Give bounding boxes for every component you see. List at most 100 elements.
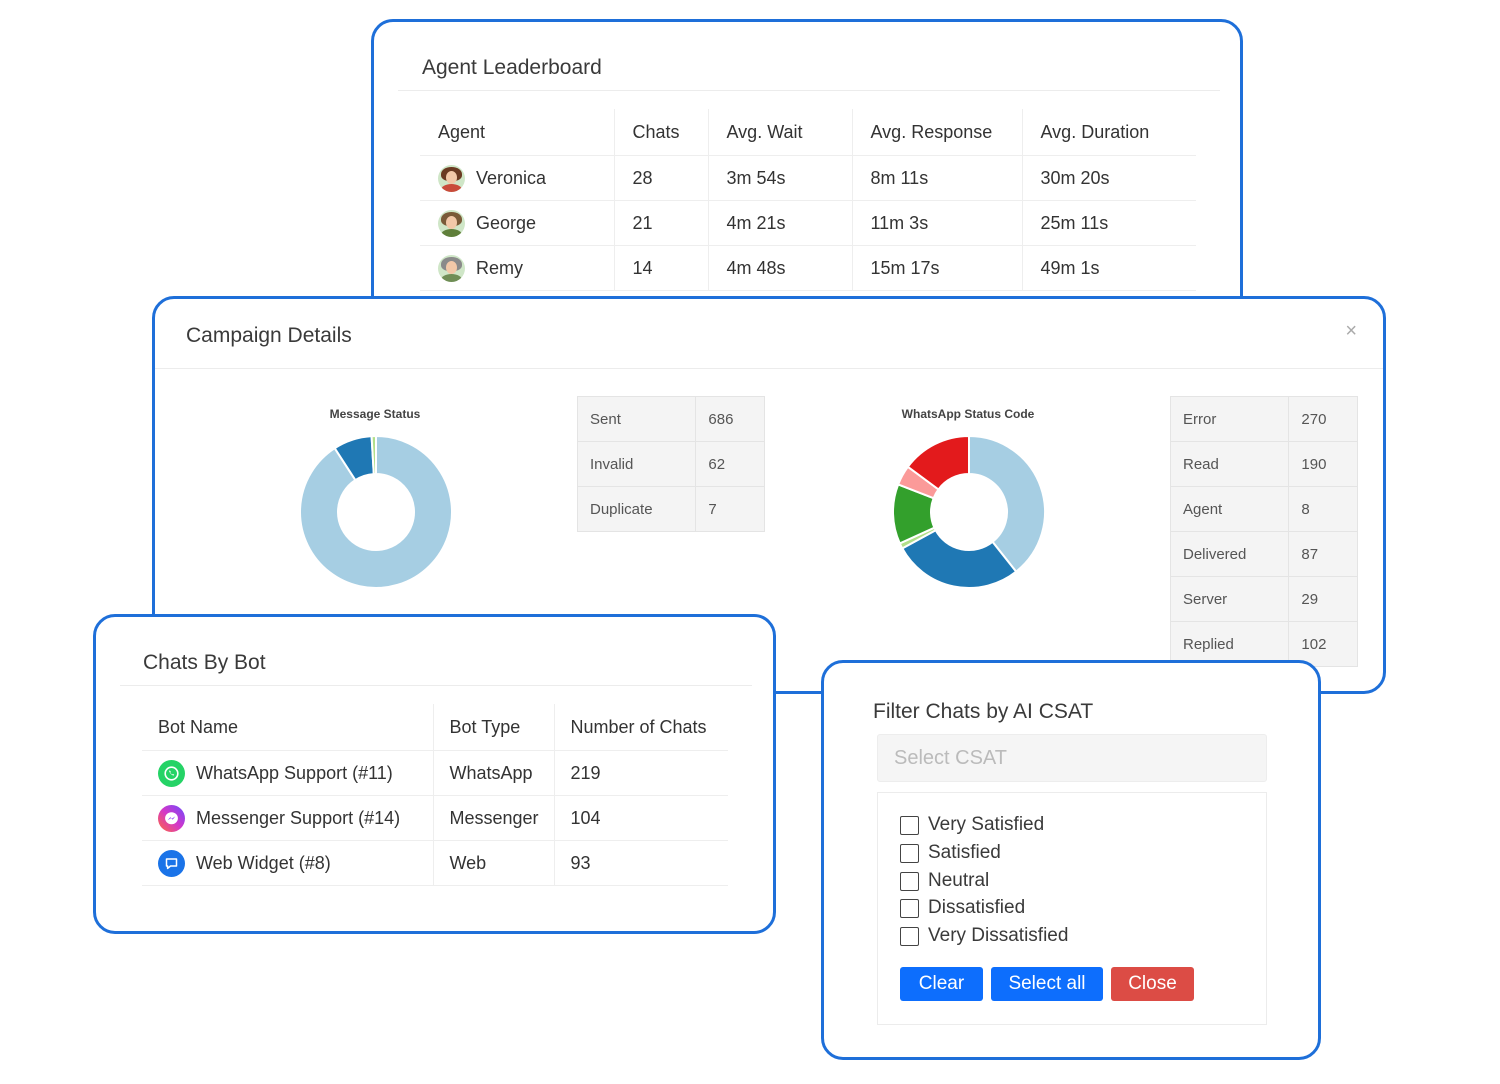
stat-value: 190 — [1288, 441, 1358, 487]
avg-duration-cell: 30m 20s — [1022, 155, 1196, 201]
slice-sent[interactable] — [299, 434, 453, 589]
column-header-avg-response[interactable]: Avg. Response — [852, 109, 1023, 156]
avg-response-cell: 15m 17s — [852, 245, 1023, 291]
slice-duplicate[interactable] — [370, 434, 377, 476]
stat-label: Sent — [576, 396, 697, 442]
bot-name-cell: Messenger Support (#14) — [142, 795, 434, 841]
avg-response-cell: 11m 3s — [852, 200, 1023, 246]
column-header-avg-duration[interactable]: Avg. Duration — [1022, 109, 1196, 156]
option-neutral[interactable]: Neutral — [900, 870, 989, 892]
avatar — [438, 164, 465, 192]
csat-options-panel: Very Satisfied Satisfied Neutral Dissati… — [877, 792, 1267, 1025]
table-row: Veronica 28 3m 54s 8m 11s 30m 20s — [420, 155, 1196, 201]
avg-response-cell: 8m 11s — [852, 155, 1023, 201]
option-label: Dissatisfied — [928, 897, 1026, 918]
table-row: Duplicate 7 — [576, 486, 765, 532]
leaderboard-table: Agent Chats Avg. Wait Avg. Response Avg.… — [420, 109, 1196, 291]
chats-cell: 28 — [614, 155, 709, 201]
avg-duration-cell: 49m 1s — [1022, 245, 1196, 291]
chats-by-bot-title: Chats By Bot — [143, 651, 266, 674]
checkbox[interactable] — [900, 815, 919, 835]
option-label: Very Dissatisfied — [928, 925, 1069, 946]
column-header-chats[interactable]: Chats — [614, 109, 709, 156]
stat-label: Agent — [1169, 486, 1290, 532]
option-satisfied[interactable]: Satisfied — [900, 842, 1001, 864]
chats-cell: 21 — [614, 200, 709, 246]
avg-wait-cell: 4m 48s — [708, 245, 853, 291]
stat-value: 7 — [695, 486, 765, 532]
bot-name: WhatsApp Support (#11) — [196, 762, 393, 783]
select-all-button[interactable]: Select all — [991, 967, 1103, 1001]
slice-error[interactable] — [968, 434, 1046, 574]
chats-by-bot-card: Chats By Bot Bot Name Bot Type Number of… — [93, 614, 776, 934]
column-header-avg-wait[interactable]: Avg. Wait — [708, 109, 853, 156]
option-very-dissatisfied[interactable]: Very Dissatisfied — [900, 925, 1068, 947]
option-label: Satisfied — [928, 842, 1001, 863]
csat-select-placeholder: Select CSAT — [894, 746, 1007, 769]
table-row: Replied 102 — [1169, 621, 1358, 667]
close-button[interactable]: Close — [1111, 967, 1194, 1001]
column-header-agent[interactable]: Agent — [420, 109, 615, 156]
table-row: Invalid 62 — [576, 441, 765, 487]
avg-duration-cell: 25m 11s — [1022, 200, 1196, 246]
agent-name: Veronica — [476, 167, 547, 188]
agent-name: George — [476, 212, 537, 233]
stat-label: Replied — [1169, 621, 1290, 667]
stat-label: Duplicate — [576, 486, 697, 532]
message-status-donut-chart — [299, 434, 453, 589]
checkbox[interactable] — [900, 843, 919, 863]
chats-cell: 14 — [614, 245, 709, 291]
agent-leaderboard-card: Agent Leaderboard Agent Chats Avg. Wait … — [371, 19, 1243, 319]
slice-read[interactable] — [900, 528, 1018, 589]
leaderboard-title: Agent Leaderboard — [422, 56, 602, 79]
agent-cell: Veronica — [420, 155, 615, 201]
table-row: Remy 14 4m 48s 15m 17s 49m 1s — [420, 245, 1196, 291]
slice-replied[interactable] — [906, 434, 970, 491]
stat-label: Read — [1169, 441, 1290, 487]
avatar — [438, 254, 465, 282]
table-row: Server 29 — [1169, 576, 1358, 622]
filter-title: Filter Chats by AI CSAT — [873, 700, 1094, 723]
whatsapp-status-table: Error 270 Read 190 Agent 8 Delivered 87 Serv… — [1169, 396, 1358, 667]
message-status-table: Sent 686 Invalid 62 Duplicate 7 — [576, 396, 765, 532]
option-very-satisfied[interactable]: Very Satisfied — [900, 814, 1044, 836]
clear-button[interactable]: Clear — [900, 967, 983, 1001]
table-row: WhatsApp Support (#11) WhatsApp 219 — [142, 750, 728, 796]
chat-count-cell: 93 — [554, 840, 728, 886]
table-row: George 21 4m 21s 11m 3s 25m 11s — [420, 200, 1196, 246]
stat-value: 686 — [695, 396, 765, 442]
table-header-row: Bot Name Bot Type Number of Chats — [142, 704, 728, 751]
checkbox[interactable] — [900, 898, 919, 918]
stat-label: Error — [1169, 396, 1290, 442]
csat-select[interactable]: Select CSAT — [877, 734, 1267, 782]
chat-count-cell: 219 — [554, 750, 728, 796]
whatsapp-status-donut-chart — [892, 434, 1046, 589]
chat-bubble-icon — [158, 849, 185, 877]
checkbox[interactable] — [900, 871, 919, 891]
checkbox[interactable] — [900, 926, 919, 946]
campaign-title: Campaign Details — [186, 324, 352, 347]
agent-cell: Remy — [420, 245, 615, 291]
column-header-bot-name[interactable]: Bot Name — [142, 704, 434, 751]
campaign-divider — [155, 368, 1383, 369]
option-dissatisfied[interactable]: Dissatisfied — [900, 897, 1025, 919]
chats-by-bot-divider — [120, 685, 752, 686]
table-row: Messenger Support (#14) Messenger 104 — [142, 795, 728, 841]
table-row: Sent 686 — [576, 396, 765, 442]
column-header-bot-type[interactable]: Bot Type — [433, 704, 555, 751]
column-header-number-of-chats[interactable]: Number of Chats — [554, 704, 728, 751]
bot-type-cell: Web — [433, 840, 555, 886]
bot-type-cell: WhatsApp — [433, 750, 555, 796]
close-icon[interactable]: × — [1345, 320, 1357, 342]
table-header-row: Agent Chats Avg. Wait Avg. Response Avg.… — [420, 109, 1196, 156]
bot-type-cell: Messenger — [433, 795, 555, 841]
agent-name: Remy — [476, 257, 524, 278]
table-row: Agent 8 — [1169, 486, 1358, 532]
table-row: Read 190 — [1169, 441, 1358, 487]
chats-by-bot-table: Bot Name Bot Type Number of Chats WhatsA… — [142, 704, 728, 886]
bot-name: Messenger Support (#14) — [196, 807, 401, 828]
table-row: Delivered 87 — [1169, 531, 1358, 577]
bot-name-cell: WhatsApp Support (#11) — [142, 750, 434, 796]
stat-label: Server — [1169, 576, 1290, 622]
filter-csat-card: Filter Chats by AI CSAT Select CSAT Very… — [821, 660, 1321, 1060]
